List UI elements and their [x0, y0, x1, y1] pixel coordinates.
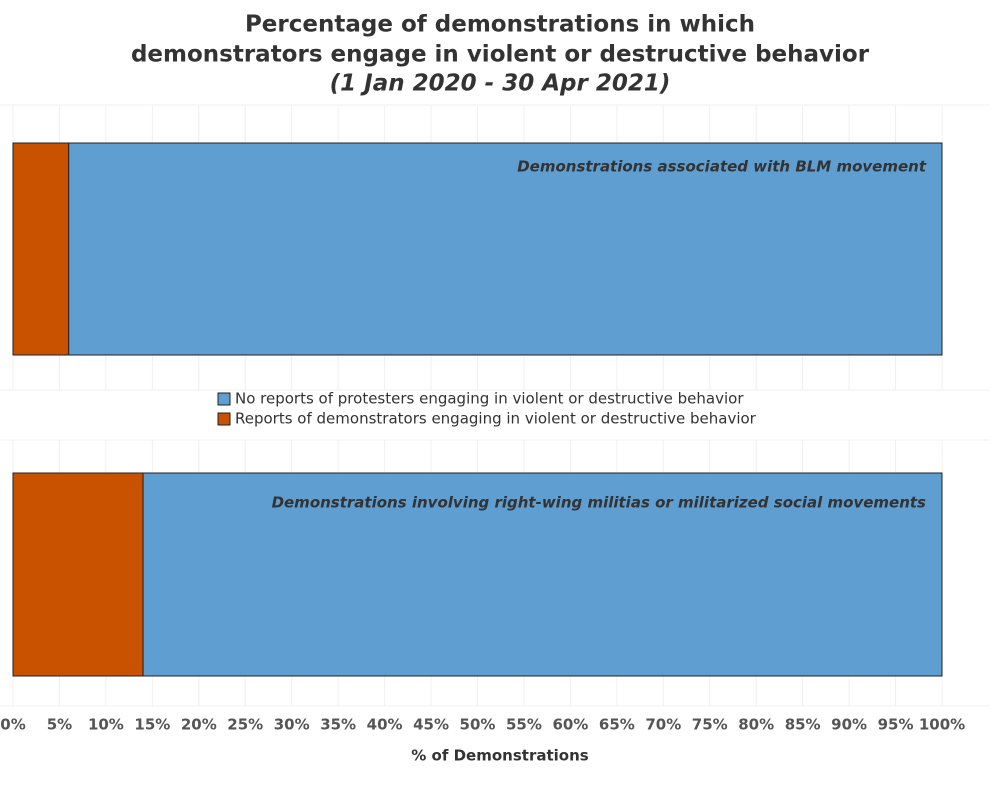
x-axis-label: % of Demonstrations — [411, 747, 588, 765]
x-tick-label: 5% — [47, 716, 72, 734]
x-tick-label: 90% — [831, 716, 867, 734]
legend-swatch — [217, 412, 231, 426]
x-tick-label: 75% — [692, 716, 728, 734]
x-tick-label: 10% — [88, 716, 124, 734]
x-tick-label: 50% — [460, 716, 496, 734]
x-tick-label: 80% — [738, 716, 774, 734]
bar-segment — [12, 472, 144, 677]
x-tick-label: 45% — [413, 716, 449, 734]
category-label: Demonstrations associated with BLM movem… — [517, 158, 927, 176]
x-tick-label: 85% — [785, 716, 821, 734]
x-tick-label: 20% — [181, 716, 217, 734]
x-tick-label: 95% — [878, 716, 914, 734]
x-tick-label: 60% — [552, 716, 588, 734]
x-tick-label: 65% — [599, 716, 635, 734]
legend-label: Reports of demonstrators engaging in vio… — [235, 410, 757, 428]
chart-title: demonstrators engage in violent or destr… — [131, 42, 870, 68]
bar-segment — [12, 142, 70, 356]
bar-segment — [142, 472, 943, 677]
legend-swatch — [217, 392, 231, 406]
chart-title: Percentage of demonstrations in which — [245, 12, 755, 38]
x-tick-label: 55% — [506, 716, 542, 734]
x-tick-label: 70% — [645, 716, 681, 734]
x-tick-label: 100% — [919, 716, 965, 734]
x-tick-label: 40% — [367, 716, 403, 734]
category-label: Demonstrations involving right-wing mili… — [272, 494, 926, 512]
x-tick-label: 25% — [227, 716, 263, 734]
x-tick-label: 0% — [0, 716, 25, 734]
x-tick-label: 35% — [320, 716, 356, 734]
x-tick-label: 15% — [134, 716, 170, 734]
bar-segment — [68, 142, 943, 356]
x-tick-label: 30% — [274, 716, 310, 734]
chart-subtitle: (1 Jan 2020 - 30 Apr 2021) — [330, 71, 671, 97]
legend-label: No reports of protesters engaging in vio… — [235, 390, 744, 408]
